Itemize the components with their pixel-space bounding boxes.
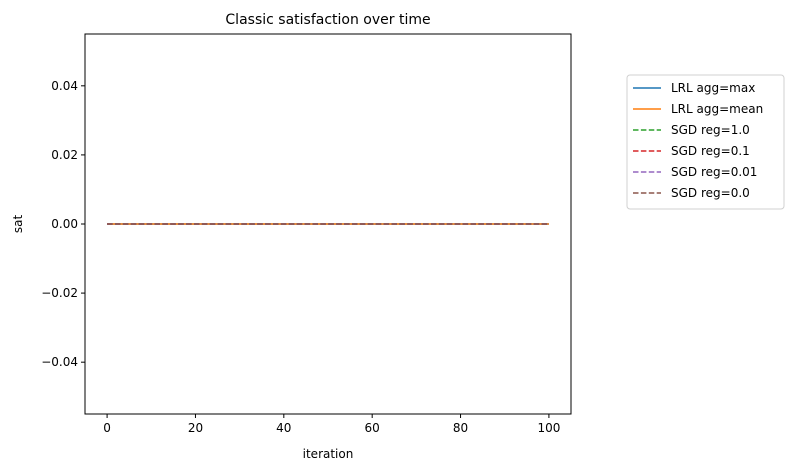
x-tick-label: 20 bbox=[188, 421, 203, 435]
legend-label: LRL agg=mean bbox=[671, 102, 763, 116]
x-tick-label: 100 bbox=[537, 421, 560, 435]
x-tick-label: 60 bbox=[365, 421, 380, 435]
x-axis-label: iteration bbox=[303, 447, 354, 461]
legend: LRL agg=max LRL agg=mean SGD reg=1.0 SGD re… bbox=[626, 74, 785, 210]
x-axis: 0 20 40 60 80 100 bbox=[103, 414, 560, 435]
legend-label: SGD reg=1.0 bbox=[671, 123, 750, 137]
legend-label: SGD reg=0.1 bbox=[671, 144, 750, 158]
legend-box bbox=[626, 74, 785, 210]
y-tick-label: −0.04 bbox=[41, 355, 78, 369]
x-tick-label: 80 bbox=[453, 421, 468, 435]
chart-title: Classic satisfaction over time bbox=[225, 12, 430, 28]
y-tick-label: 0.02 bbox=[51, 148, 78, 162]
y-axis-label: sat bbox=[11, 215, 25, 234]
x-tick-label: 40 bbox=[276, 421, 291, 435]
legend-label: SGD reg=0.01 bbox=[671, 165, 757, 179]
x-tick-label: 0 bbox=[103, 421, 111, 435]
legend-label: SGD reg=0.0 bbox=[671, 186, 750, 200]
legend-label: LRL agg=max bbox=[671, 81, 755, 95]
y-tick-label: 0.04 bbox=[51, 79, 78, 93]
y-tick-label: −0.02 bbox=[41, 286, 78, 300]
y-axis: 0.04 0.02 0.00 −0.02 −0.04 bbox=[41, 79, 85, 369]
y-tick-label: 0.00 bbox=[51, 217, 78, 231]
